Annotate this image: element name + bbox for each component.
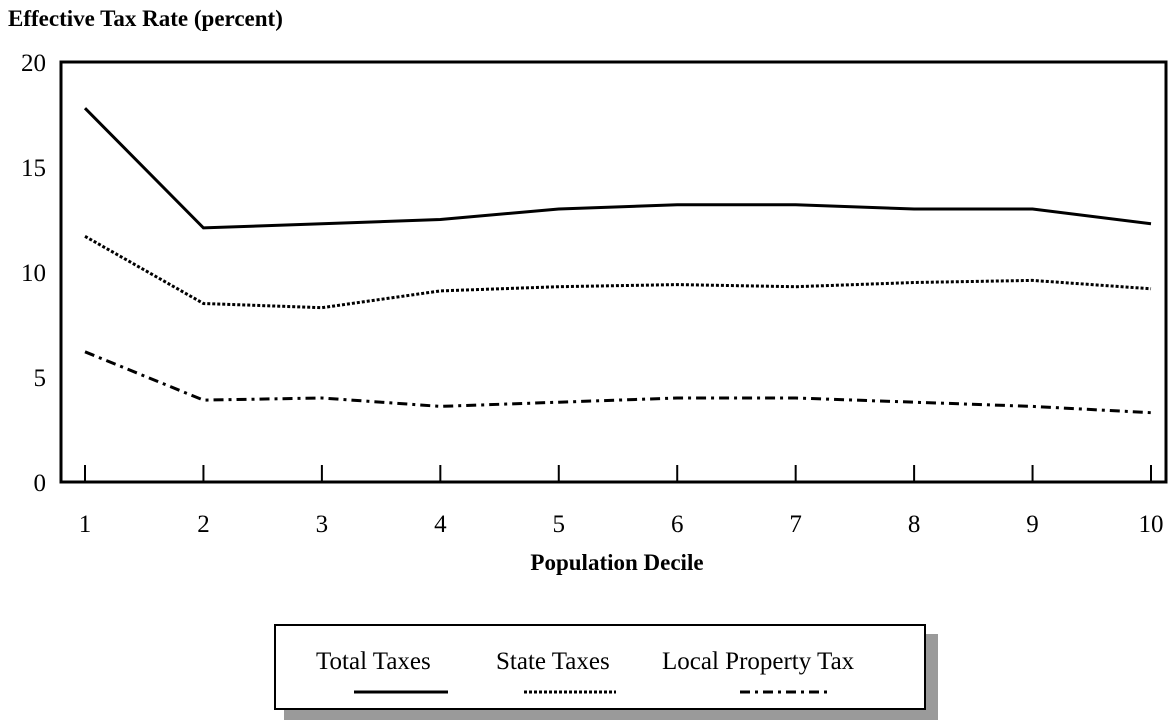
series-line-local-property-tax [84, 350, 1152, 415]
x-tick-label: 6 [671, 511, 684, 538]
x-tick-label: 8 [908, 511, 921, 538]
legend-label-local-property-tax: Local Property Tax [662, 648, 855, 675]
x-tick-label: 4 [434, 511, 447, 538]
legend-label-total-taxes: Total Taxes [316, 648, 431, 675]
x-tick-label: 2 [197, 511, 210, 538]
series-line-total-taxes [83, 107, 1152, 230]
legend-swatches [354, 690, 832, 694]
x-tick-label: 3 [316, 511, 329, 538]
line-chart: 0 5 10 15 20 1 2 3 4 5 6 7 8 9 10 Population Decile [21, 50, 1168, 575]
y-tick-label: 10 [21, 260, 46, 287]
y-tick-label: 15 [21, 155, 46, 182]
legend: Total Taxes State Taxes Local Property T… [274, 624, 926, 710]
y-tick-label: 5 [34, 365, 47, 392]
legend-label-state-taxes: State Taxes [496, 648, 610, 675]
y-tick-label: 20 [21, 50, 46, 77]
x-tick-label: 1 [79, 511, 92, 538]
x-tick-label: 5 [553, 511, 566, 538]
x-tick-label: 7 [789, 511, 802, 538]
y-axis-title: Effective Tax Rate (percent) [8, 6, 283, 31]
series-line-state-taxes [84, 234, 1152, 310]
x-tick-label: 9 [1026, 511, 1039, 538]
x-tick-label: 10 [1139, 511, 1164, 538]
plot-frame [59, 60, 1168, 484]
x-axis-title: Population Decile [530, 550, 703, 575]
y-tick-label: 0 [34, 470, 47, 497]
